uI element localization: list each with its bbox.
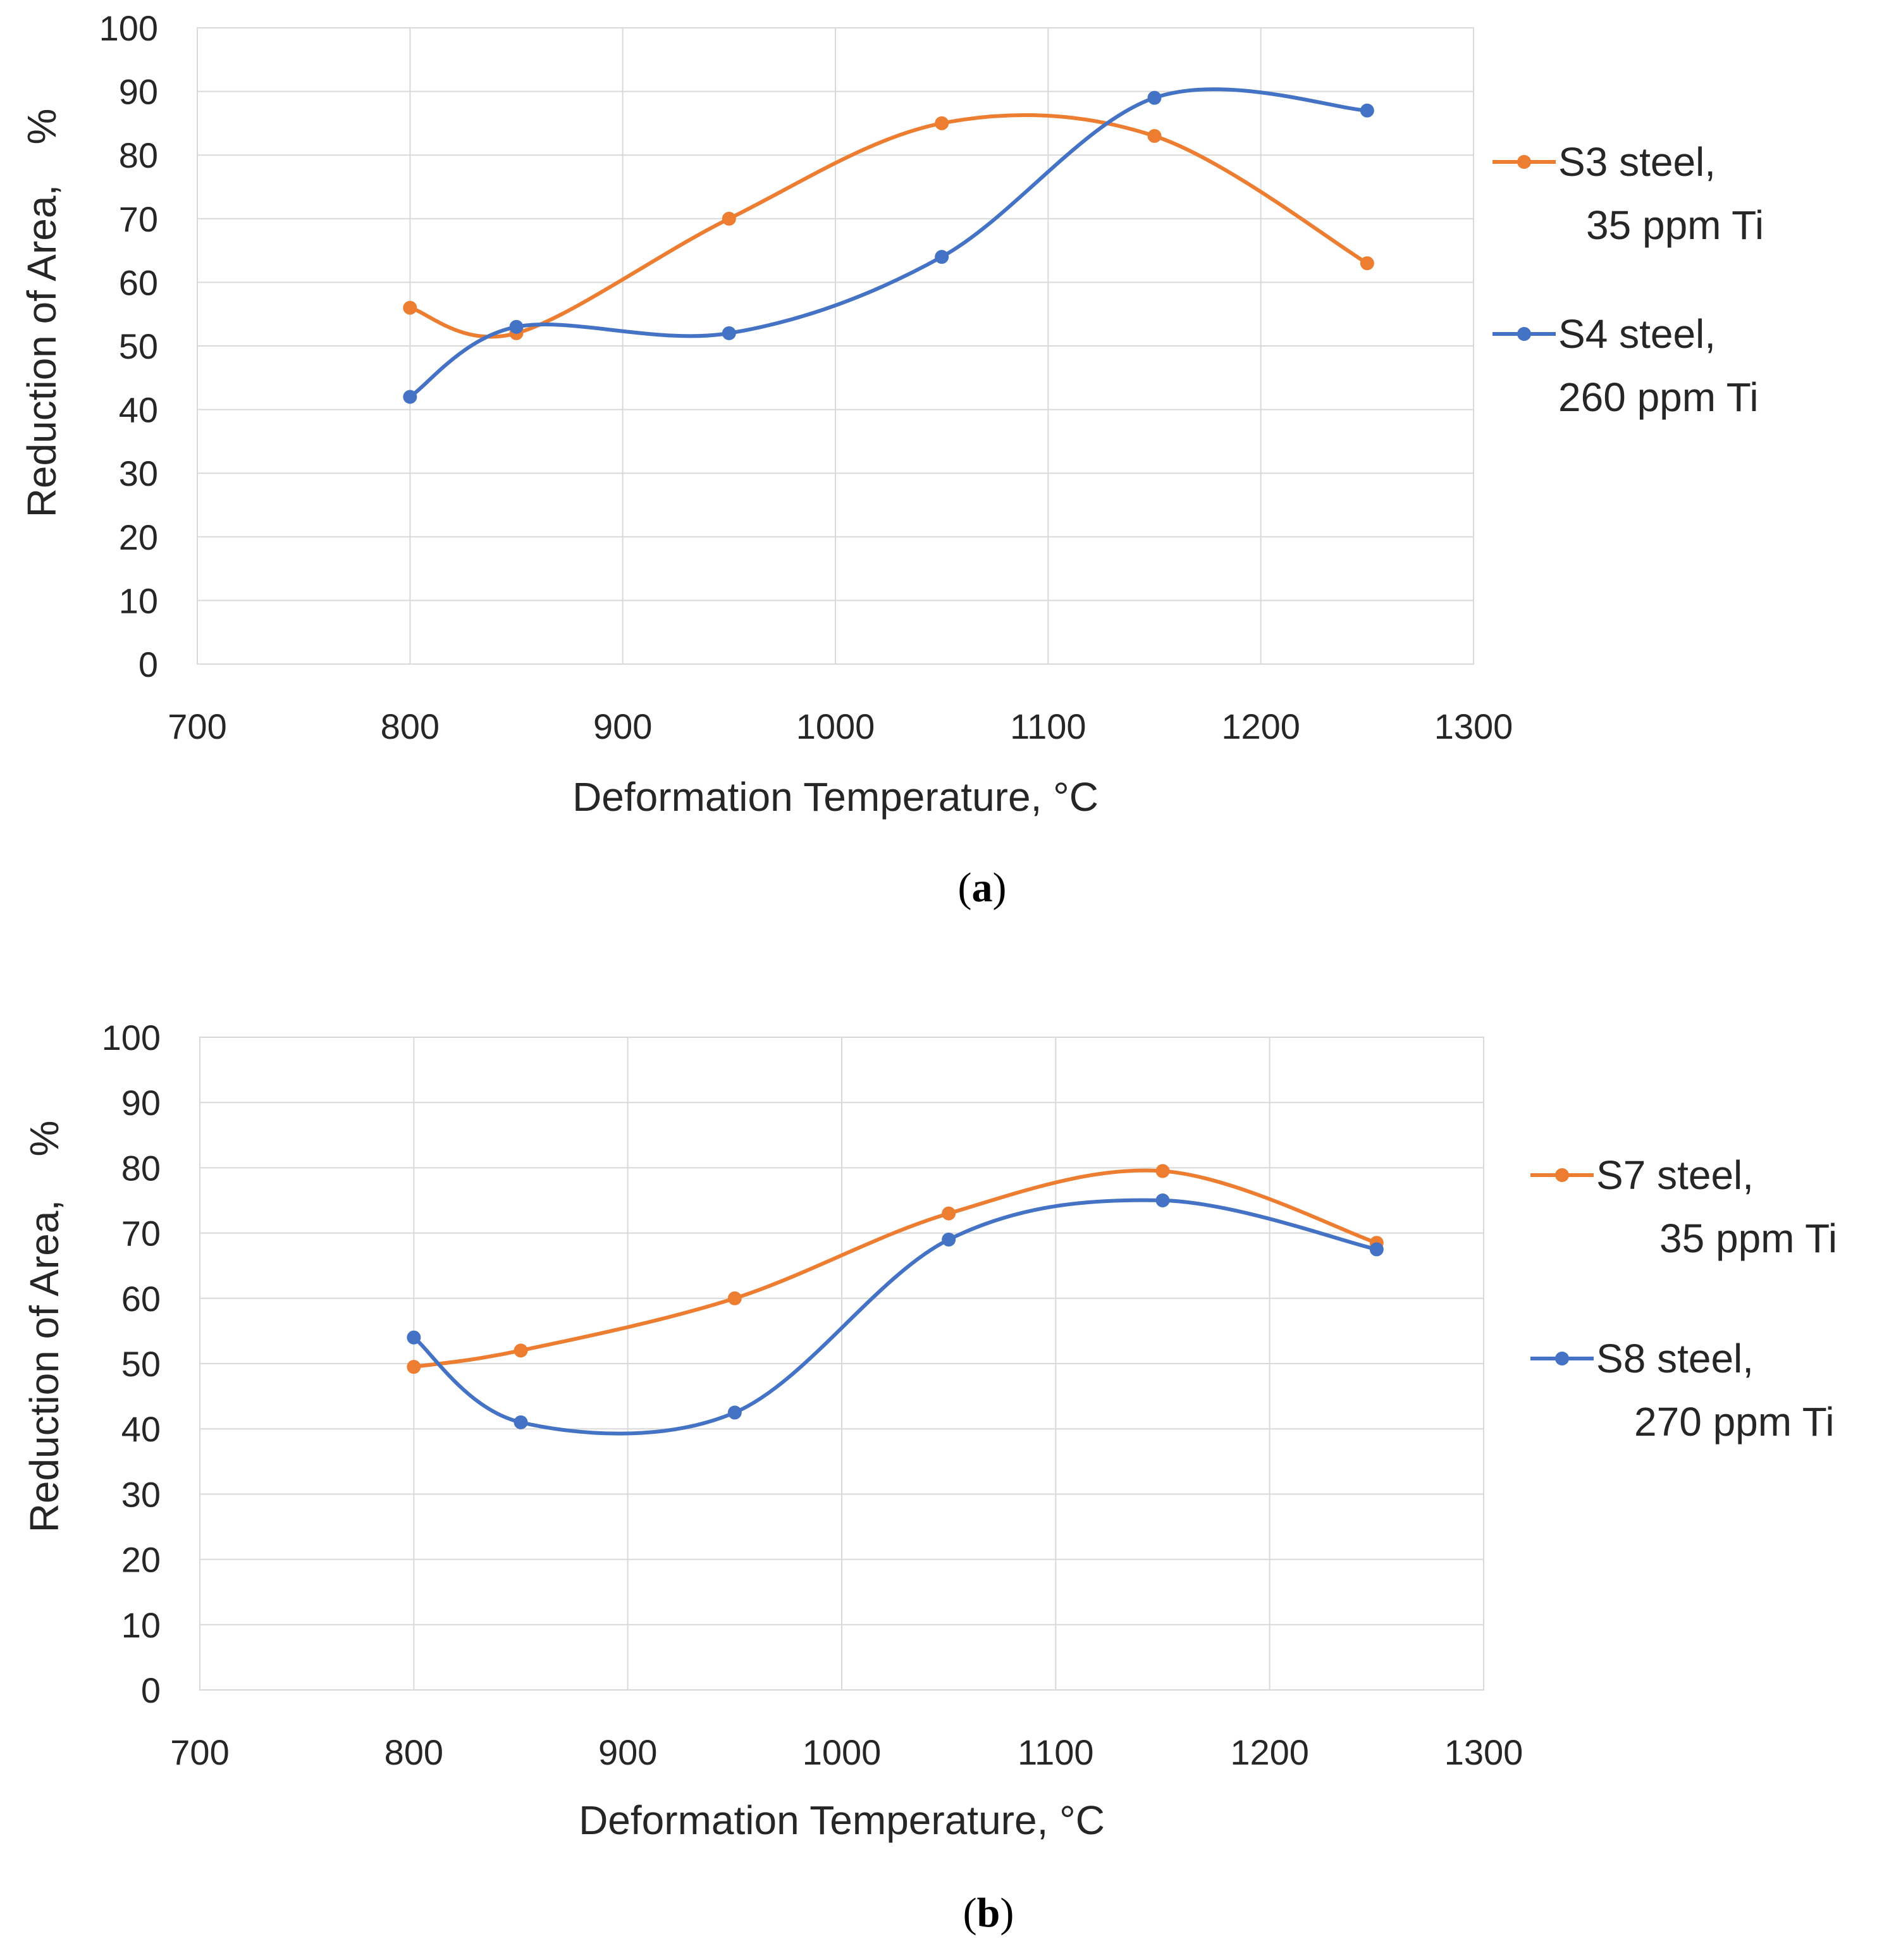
data-point bbox=[1360, 256, 1374, 271]
chart-panel-b: 0 10 20 30 40 50 60 70 80 90 100 700 800 900 1000 1100 1… bbox=[22, 1018, 1837, 1936]
x-tick-label: 1000 bbox=[803, 1732, 882, 1772]
data-point bbox=[1360, 103, 1374, 118]
x-tick-label: 1200 bbox=[1230, 1732, 1309, 1772]
y-tick-label: 50 bbox=[121, 1344, 161, 1384]
legend-swatch-marker bbox=[1517, 327, 1531, 341]
legend-label: 35 ppm Ti bbox=[1586, 202, 1764, 248]
y-tick-label: 40 bbox=[121, 1409, 161, 1449]
y-tick-label: 60 bbox=[119, 262, 158, 302]
x-tick-label: 700 bbox=[170, 1732, 229, 1772]
data-point bbox=[403, 300, 417, 315]
data-point bbox=[935, 250, 949, 264]
y-axis-unit: % bbox=[19, 109, 65, 145]
y-tick-label: 10 bbox=[121, 1605, 161, 1645]
x-tick-label: 1000 bbox=[796, 706, 875, 746]
data-point bbox=[509, 319, 524, 334]
x-axis-title: Deformation Temperature, °C bbox=[579, 1797, 1105, 1843]
x-tick-label: 900 bbox=[598, 1732, 657, 1772]
legend-label: S7 steel, bbox=[1596, 1152, 1754, 1198]
data-point bbox=[1155, 1193, 1170, 1207]
y-axis-title: Reduction of Area, bbox=[22, 1200, 67, 1533]
y-tick-label: 10 bbox=[119, 581, 158, 620]
legend-label: 35 ppm Ti bbox=[1659, 1216, 1837, 1261]
y-tick-label: 100 bbox=[99, 8, 158, 48]
x-tick-label: 900 bbox=[593, 706, 652, 746]
y-tick-label: 0 bbox=[141, 1670, 161, 1710]
legend-label: 270 ppm Ti bbox=[1634, 1399, 1835, 1445]
legend-label: 260 ppm Ti bbox=[1558, 374, 1759, 420]
data-point bbox=[1147, 129, 1162, 144]
x-tick-label: 800 bbox=[385, 1732, 443, 1772]
series-line bbox=[408, 87, 1369, 399]
y-tick-label: 20 bbox=[119, 517, 158, 557]
x-tick-label: 800 bbox=[381, 706, 440, 746]
y-tick-label: 30 bbox=[119, 453, 158, 493]
data-point bbox=[935, 116, 949, 130]
legend-label: S4 steel, bbox=[1558, 311, 1716, 357]
y-tick-label: 80 bbox=[119, 135, 158, 175]
y-tick-label: 30 bbox=[121, 1474, 161, 1514]
data-point bbox=[727, 1291, 742, 1305]
panel-caption: (a) bbox=[958, 865, 1007, 911]
x-tick-label: 1300 bbox=[1444, 1732, 1523, 1772]
plot-area bbox=[197, 27, 1474, 665]
y-tick-label: 100 bbox=[102, 1018, 161, 1057]
data-point bbox=[942, 1232, 956, 1247]
legend-label: S8 steel, bbox=[1596, 1336, 1754, 1381]
series-line bbox=[408, 113, 1369, 339]
data-point bbox=[403, 390, 417, 404]
y-tick-label: 20 bbox=[121, 1540, 161, 1580]
y-tick-label: 60 bbox=[121, 1279, 161, 1319]
series-line bbox=[412, 1168, 1379, 1369]
plot-area bbox=[199, 1037, 1484, 1691]
y-tick-label: 80 bbox=[121, 1148, 161, 1188]
panel-caption: (b) bbox=[963, 1890, 1014, 1936]
y-tick-label: 50 bbox=[119, 326, 158, 366]
chart-panel-a: 0 10 20 30 40 50 60 70 80 90 100 700 800 900 1000 1100 1… bbox=[19, 8, 1764, 911]
data-point bbox=[407, 1360, 421, 1374]
data-point bbox=[722, 211, 736, 226]
legend-swatch-marker bbox=[1517, 155, 1531, 169]
y-tick-label: 90 bbox=[119, 72, 158, 112]
data-point bbox=[727, 1405, 742, 1420]
x-tick-label: 1100 bbox=[1018, 1732, 1093, 1772]
x-tick-label: 1100 bbox=[1010, 706, 1086, 746]
x-axis-title: Deformation Temperature, °C bbox=[572, 774, 1099, 820]
y-tick-label: 0 bbox=[138, 644, 158, 684]
x-tick-label: 1200 bbox=[1221, 706, 1300, 746]
legend-label: S3 steel, bbox=[1558, 139, 1716, 185]
legend-swatch-marker bbox=[1555, 1352, 1569, 1365]
data-point bbox=[1369, 1242, 1384, 1257]
data-point bbox=[1147, 90, 1162, 105]
y-tick-label: 70 bbox=[121, 1214, 161, 1254]
data-point bbox=[407, 1330, 421, 1345]
x-tick-label: 1300 bbox=[1434, 706, 1513, 746]
data-point bbox=[1155, 1164, 1170, 1178]
data-point bbox=[942, 1206, 956, 1221]
y-tick-label: 90 bbox=[121, 1083, 161, 1123]
data-point bbox=[514, 1415, 528, 1429]
y-tick-label: 40 bbox=[119, 390, 158, 430]
y-axis-unit: % bbox=[22, 1121, 67, 1157]
series-line bbox=[412, 1198, 1379, 1436]
y-axis-title: Reduction of Area, bbox=[19, 185, 65, 518]
x-tick-label: 700 bbox=[168, 706, 226, 746]
y-tick-label: 70 bbox=[119, 199, 158, 239]
data-point bbox=[722, 326, 736, 340]
legend-swatch-marker bbox=[1555, 1168, 1569, 1182]
data-point bbox=[514, 1343, 528, 1358]
